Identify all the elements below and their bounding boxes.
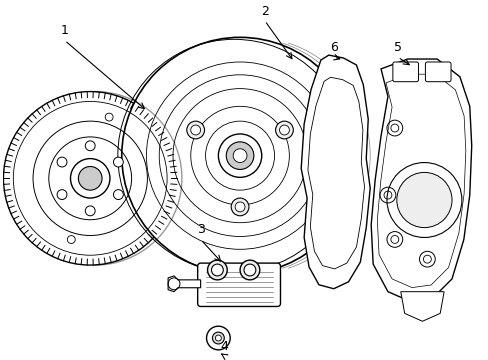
Circle shape (57, 190, 67, 199)
Circle shape (67, 235, 75, 243)
Circle shape (105, 113, 113, 121)
Circle shape (244, 264, 255, 276)
FancyBboxPatch shape (425, 62, 450, 82)
Text: 6: 6 (329, 41, 337, 54)
FancyBboxPatch shape (392, 62, 418, 82)
Circle shape (211, 264, 223, 276)
Circle shape (206, 326, 230, 350)
Text: 1: 1 (61, 24, 68, 37)
Circle shape (240, 260, 259, 280)
Polygon shape (301, 55, 369, 289)
Circle shape (85, 141, 95, 151)
Circle shape (235, 202, 244, 212)
Circle shape (57, 157, 67, 167)
Circle shape (3, 91, 177, 265)
Text: 2: 2 (260, 5, 268, 18)
Circle shape (113, 190, 123, 199)
Circle shape (190, 125, 200, 135)
Polygon shape (307, 77, 364, 269)
Circle shape (226, 142, 253, 170)
Circle shape (231, 198, 248, 216)
Polygon shape (400, 292, 443, 321)
Polygon shape (370, 59, 471, 302)
Text: 4: 4 (220, 340, 228, 353)
Circle shape (218, 134, 261, 177)
Circle shape (279, 125, 289, 135)
Circle shape (215, 335, 221, 341)
Text: 5: 5 (393, 41, 401, 54)
Text: 3: 3 (196, 224, 204, 237)
Circle shape (78, 166, 102, 190)
Circle shape (122, 37, 358, 274)
Circle shape (113, 157, 123, 167)
FancyBboxPatch shape (197, 263, 280, 306)
Circle shape (70, 159, 110, 198)
Circle shape (233, 149, 246, 163)
Circle shape (212, 332, 224, 344)
Circle shape (207, 260, 227, 280)
Circle shape (186, 121, 204, 139)
Circle shape (85, 206, 95, 216)
Circle shape (396, 172, 451, 228)
Polygon shape (168, 276, 200, 292)
Circle shape (275, 121, 293, 139)
